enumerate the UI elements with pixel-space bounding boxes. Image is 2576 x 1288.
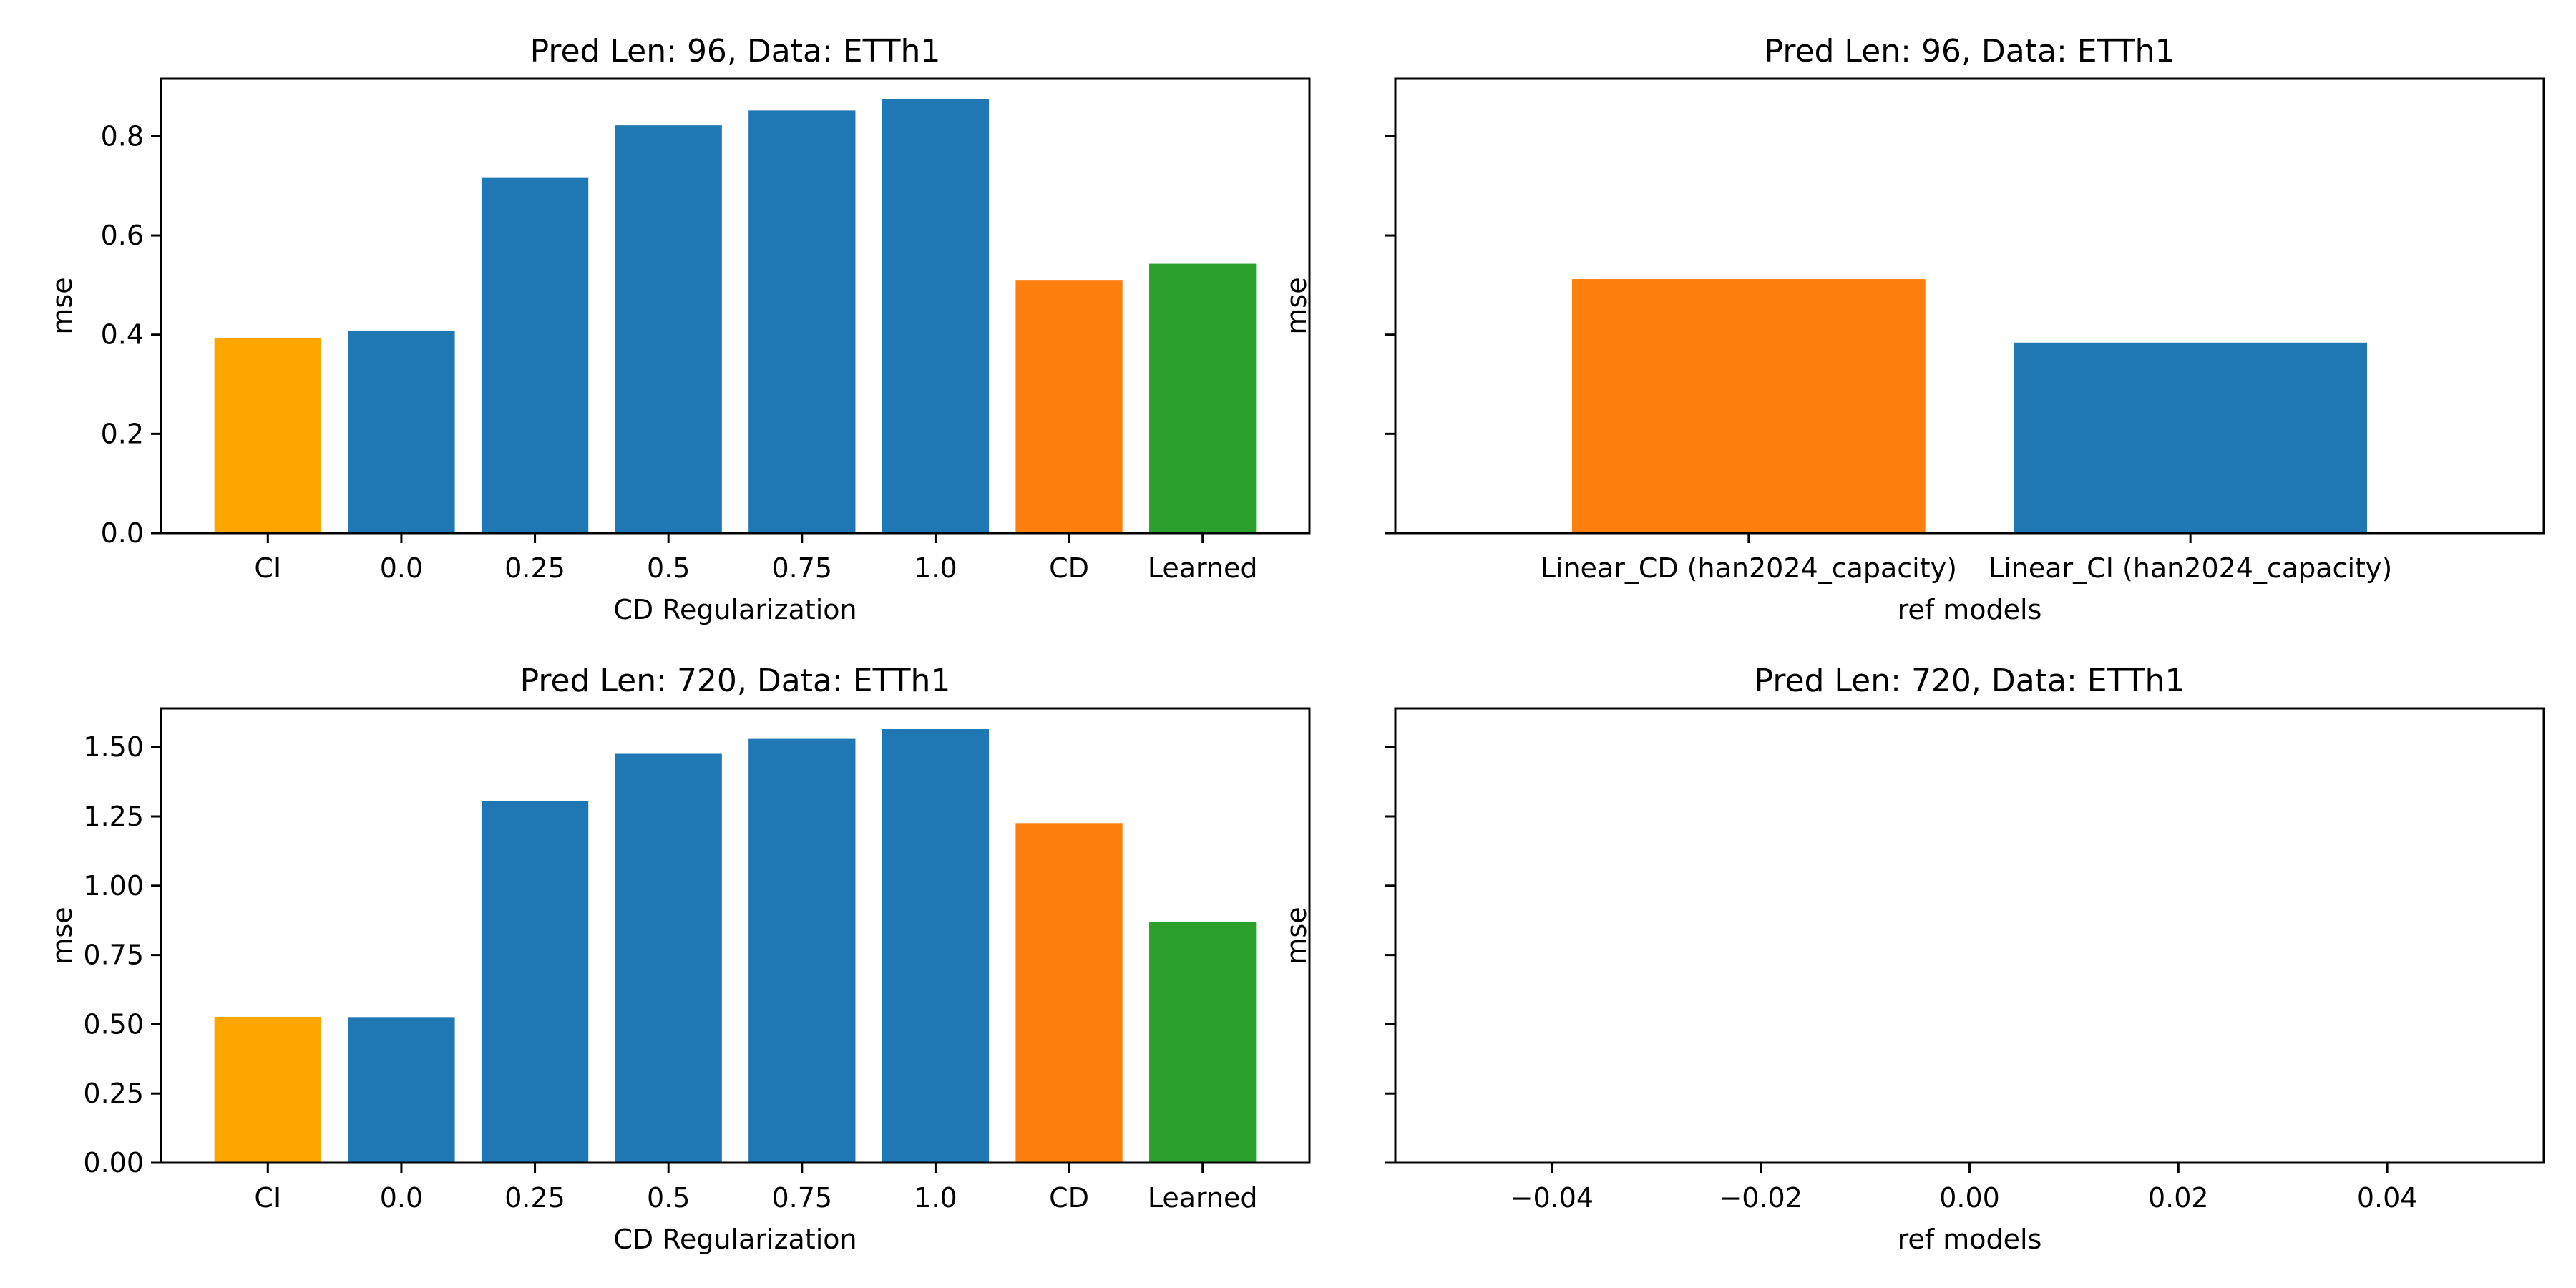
bar-1-0	[882, 99, 990, 533]
x-tick-label: CI	[254, 552, 281, 584]
bar-0-25	[481, 801, 589, 1163]
axes-frame	[1394, 77, 2545, 535]
subplot-title: Pred Len: 96, Data: ETTh1	[530, 33, 941, 69]
y-tick-label: 0.2	[101, 418, 144, 449]
bar-0-75	[748, 110, 856, 533]
y-tick-label: 1.25	[83, 801, 144, 832]
subplot-2: Pred Len: 96, Data: ETTh1 Linear_CD (han2…	[1281, 33, 2545, 625]
x-axis-label: ref models	[1898, 1224, 2042, 1255]
y-tick-label: 0.25	[83, 1078, 144, 1109]
y-tick-label: 0.75	[83, 940, 144, 971]
x-tick-label: 0.02	[2148, 1182, 2209, 1214]
x-tick-label: Learned	[1148, 552, 1258, 584]
x-axis-label: CD Regularization	[613, 1224, 857, 1255]
x-tick-label: CD	[1049, 1182, 1089, 1214]
bar-linear-ci-han2024-capacity-	[2014, 342, 2368, 533]
y-axis-label: mse	[1281, 277, 1312, 334]
bar-1-0	[882, 729, 990, 1163]
subplot-3: Pred Len: 720, Data: ETTh1 0.00 0.25 0.50 0.…	[47, 663, 1311, 1255]
x-tick-label: 1.0	[914, 552, 957, 584]
x-tick-label: −0.02	[1719, 1182, 1802, 1214]
x-tick-label: CI	[254, 1182, 281, 1214]
x-tick-label: Learned	[1148, 1182, 1258, 1214]
y-tick-label: 0.6	[101, 220, 144, 251]
y-tick-label: 0.4	[101, 319, 144, 351]
x-tick-label: Linear_CI (han2024_capacity)	[1989, 552, 2392, 584]
bar-ci	[214, 338, 321, 533]
bar-0-5	[615, 125, 722, 533]
bar-0-0	[348, 331, 455, 533]
x-tick-label: 0.75	[772, 1182, 833, 1214]
bar-cd	[1015, 280, 1123, 533]
y-tick-label: 0.50	[83, 1008, 144, 1040]
axes-frame	[160, 707, 1311, 1164]
subplot-4: Pred Len: 720, Data: ETTh1 −0.04 −0.02 0.00…	[1281, 663, 2545, 1255]
subplot-title: Pred Len: 720, Data: ETTh1	[1755, 663, 2185, 699]
x-axis-label: CD Regularization	[613, 594, 857, 625]
bar-0-25	[481, 177, 589, 533]
x-tick-label: CD	[1049, 552, 1089, 584]
x-tick-label: 0.04	[2357, 1182, 2418, 1214]
x-tick-label: 0.25	[504, 552, 565, 584]
bar-learned	[1149, 263, 1257, 533]
x-tick-label: −0.04	[1511, 1182, 1594, 1214]
bar-linear-cd-han2024-capacity-	[1571, 279, 1926, 533]
x-axis-label: ref models	[1898, 594, 2042, 625]
bar-0-5	[615, 753, 722, 1163]
bar-cd	[1015, 823, 1123, 1163]
y-tick-label: 0.0	[101, 517, 144, 549]
bar-0-0	[348, 1017, 455, 1163]
x-tick-label: 0.0	[380, 1182, 423, 1214]
x-tick-label: 0.75	[772, 552, 833, 584]
axes-frame	[1394, 707, 2545, 1164]
y-axis-label: mse	[1281, 907, 1312, 964]
y-tick-label: 1.50	[83, 731, 144, 763]
x-tick-label: 1.0	[914, 1182, 957, 1214]
y-tick-label: 0.00	[83, 1147, 144, 1179]
y-tick-label: 1.00	[83, 870, 144, 902]
bar-learned	[1149, 922, 1257, 1163]
subplot-title: Pred Len: 720, Data: ETTh1	[520, 663, 951, 699]
x-tick-label: 0.5	[647, 1182, 690, 1214]
bar-ci	[214, 1016, 321, 1163]
y-axis-label: mse	[47, 277, 78, 334]
subplot-1: Pred Len: 96, Data: ETTh1 0.0 0.2 0.4 0.6 0.8…	[47, 33, 1311, 625]
y-axis-label: mse	[47, 907, 78, 964]
subplot-title: Pred Len: 96, Data: ETTh1	[1765, 33, 2175, 69]
y-tick-label: 0.8	[101, 120, 144, 152]
x-tick-label: 0.25	[504, 1182, 565, 1214]
x-tick-label: 0.5	[647, 552, 690, 584]
axes-frame	[160, 77, 1311, 535]
x-tick-label: 0.0	[380, 552, 423, 584]
bar-0-75	[748, 738, 856, 1163]
x-tick-label: 0.00	[1939, 1182, 2000, 1214]
x-tick-label: Linear_CD (han2024_capacity)	[1541, 552, 1957, 584]
